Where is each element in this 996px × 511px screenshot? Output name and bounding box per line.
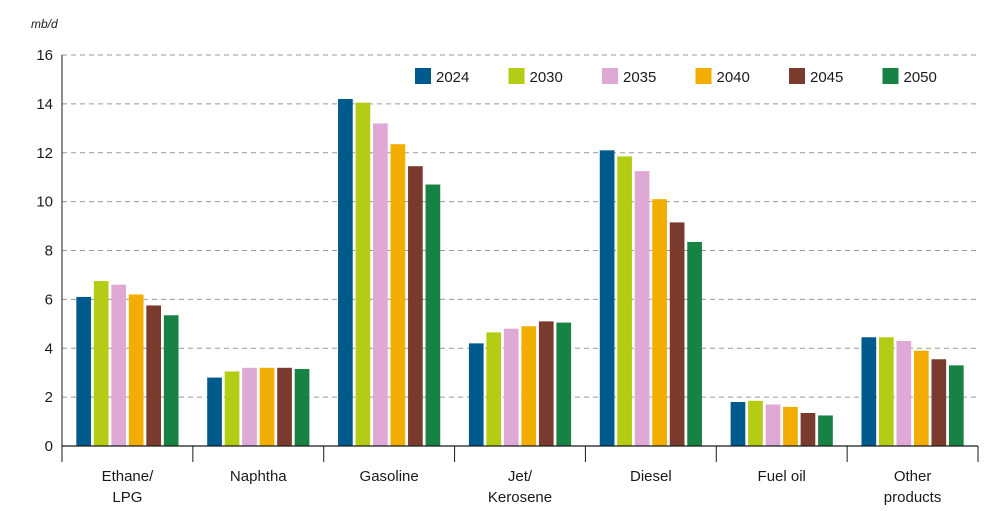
x-tick-label: Fuel oil	[758, 468, 806, 485]
bar	[338, 98, 353, 447]
legend-swatch	[882, 68, 899, 84]
bar	[748, 400, 763, 446]
bar	[468, 343, 484, 446]
bar	[765, 404, 781, 446]
bar	[408, 166, 423, 446]
bar	[224, 371, 240, 446]
bar	[652, 199, 667, 446]
bar	[634, 171, 650, 446]
bar	[111, 284, 127, 446]
legend-swatch	[789, 68, 805, 84]
y-tick-label: 0	[45, 438, 53, 455]
legend-label: 2035	[623, 69, 656, 86]
bar	[128, 294, 144, 446]
legend-label: 2024	[436, 69, 469, 86]
x-tick-label: Other products	[884, 468, 942, 506]
y-tick-label: 16	[36, 47, 53, 64]
bar	[486, 332, 502, 446]
bar	[259, 367, 275, 446]
bar	[896, 340, 912, 446]
bar	[355, 102, 371, 447]
x-tick-label: Naphtha	[230, 468, 287, 485]
bar	[93, 281, 109, 446]
bar	[800, 413, 816, 446]
bar	[617, 156, 632, 447]
y-tick-label: 4	[45, 340, 53, 357]
bar	[556, 322, 572, 446]
y-tick-label: 12	[36, 145, 53, 162]
bar	[861, 337, 877, 446]
x-tick-label: Jet/Kerosene	[488, 468, 552, 506]
bar	[503, 328, 519, 446]
legend-label: 2040	[717, 69, 750, 86]
x-tick-label: Diesel	[630, 468, 672, 485]
legend-label: 2030	[530, 69, 563, 86]
legend-label: 2045	[810, 69, 843, 86]
bar	[783, 406, 798, 446]
bar	[76, 296, 92, 446]
legend-swatch	[602, 68, 618, 84]
bar	[373, 123, 388, 447]
x-tick-label: Ethane/LPG	[102, 468, 155, 506]
bars	[76, 98, 964, 447]
bar	[730, 402, 746, 446]
bar	[913, 350, 929, 446]
bar	[948, 365, 964, 446]
legend: 2024 2030 2035 2040 2045 2050	[415, 68, 937, 86]
y-tick-label: 8	[45, 243, 53, 260]
bar	[931, 359, 947, 446]
y-tick-label: 6	[45, 291, 53, 308]
bar	[538, 321, 554, 446]
y-tick-label: 2	[45, 389, 53, 406]
bar	[146, 305, 162, 446]
x-tick-label: Gasoline	[360, 468, 419, 485]
bar	[599, 150, 615, 446]
legend-swatch	[508, 68, 525, 84]
gridlines	[62, 54, 978, 398]
legend-swatch	[695, 68, 712, 84]
axes: 0 2 4 6 8 10 12 14 16 Ethane/LPG Naphtha Gasoline Je…	[36, 47, 979, 506]
bar	[425, 184, 441, 446]
bar	[878, 337, 894, 446]
legend-swatch	[415, 68, 431, 84]
bar	[669, 222, 685, 446]
bar	[818, 415, 833, 446]
bar	[294, 369, 310, 446]
bar	[277, 367, 292, 446]
bar	[390, 144, 406, 446]
y-tick-label: 10	[36, 194, 53, 211]
bar	[207, 377, 222, 446]
unit-label: mb/d	[31, 17, 58, 31]
bar	[521, 326, 537, 446]
y-tick-label: 14	[36, 96, 53, 113]
legend-label: 2050	[904, 69, 937, 86]
bar	[163, 315, 179, 446]
bar	[242, 367, 257, 446]
bar	[687, 241, 702, 446]
